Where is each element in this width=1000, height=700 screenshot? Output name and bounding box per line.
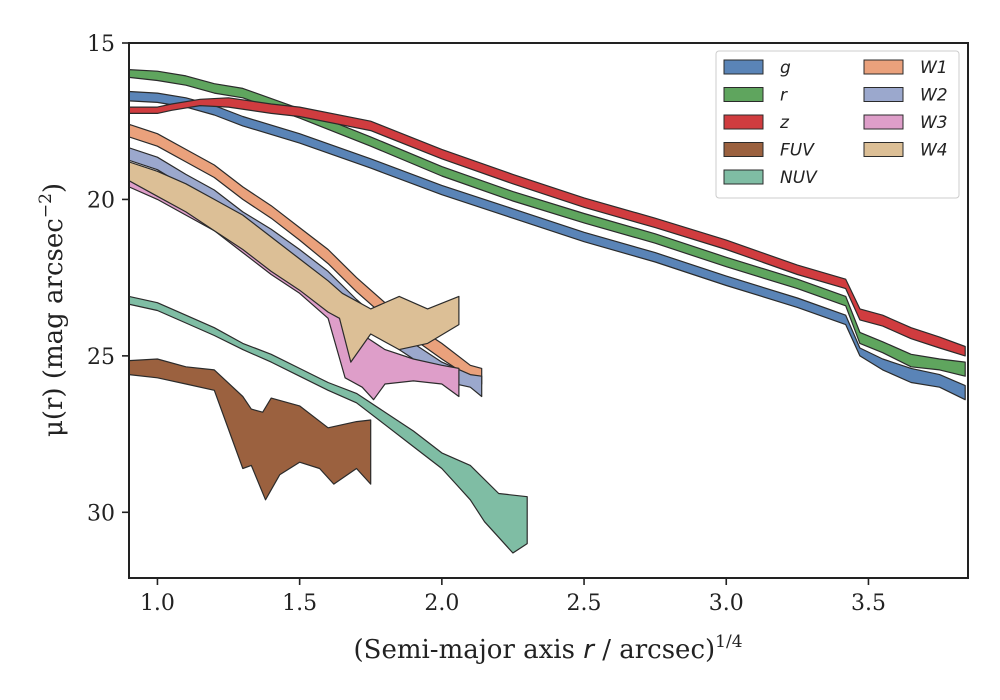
legend-swatch-r — [723, 87, 764, 102]
x-tick-label: 3.0 — [709, 591, 744, 616]
legend-swatch-z — [723, 114, 764, 130]
x-tick-label: 3.5 — [851, 591, 886, 616]
y-tick-label: 20 — [87, 188, 115, 213]
legend-swatch-w2 — [863, 87, 904, 102]
x-tick-label: 2.5 — [567, 591, 602, 616]
x-tick-label: 2.0 — [424, 591, 459, 616]
legend-label-w1: W1 — [920, 58, 948, 78]
band-r — [129, 68, 966, 377]
legend-swatch-w3 — [863, 114, 904, 130]
legend-label-w4: W4 — [920, 141, 948, 161]
y-tick-label: 15 — [87, 32, 115, 57]
legend-label-w3: W3 — [920, 113, 948, 133]
legend-swatch-nuv — [723, 169, 764, 185]
band-g — [129, 90, 966, 401]
x-tick-label: 1.5 — [282, 591, 317, 616]
band-z — [129, 97, 966, 357]
legend-label-g: g — [780, 58, 791, 78]
legend-swatch-g — [723, 59, 764, 75]
band-w4 — [129, 161, 460, 363]
legend: grz FUV NUV W1 W2 W3 W4 — [715, 50, 960, 199]
legend-swatch-w1 — [863, 59, 904, 75]
axis-ticks: 1.0 1.5 2.0 2.5 3.0 3.5 15 20 25 30 — [87, 32, 886, 616]
legend-swatch-fuv — [723, 142, 764, 157]
x-tick-label: 1.0 — [140, 591, 175, 616]
legend-label-fuv: FUV — [780, 141, 815, 161]
band-fuv — [129, 358, 372, 501]
y-tick-label: 30 — [87, 501, 115, 526]
legend-label-z: z — [779, 113, 790, 133]
legend-label-nuv: NUV — [780, 168, 818, 188]
y-tick-label: 25 — [87, 345, 115, 370]
legend-label-w2: W2 — [920, 86, 948, 106]
y-axis-label: μ(r) (mag arcsec−2) — [36, 183, 69, 437]
legend-swatch-w4 — [863, 142, 904, 157]
legend-label-r: r — [780, 86, 788, 106]
surface-brightness-bands — [129, 68, 966, 554]
x-axis-label: (Semi-major axis r / arcsec)1/4 — [353, 632, 742, 665]
band-nuv — [129, 295, 528, 554]
plot-frame — [128, 42, 969, 579]
